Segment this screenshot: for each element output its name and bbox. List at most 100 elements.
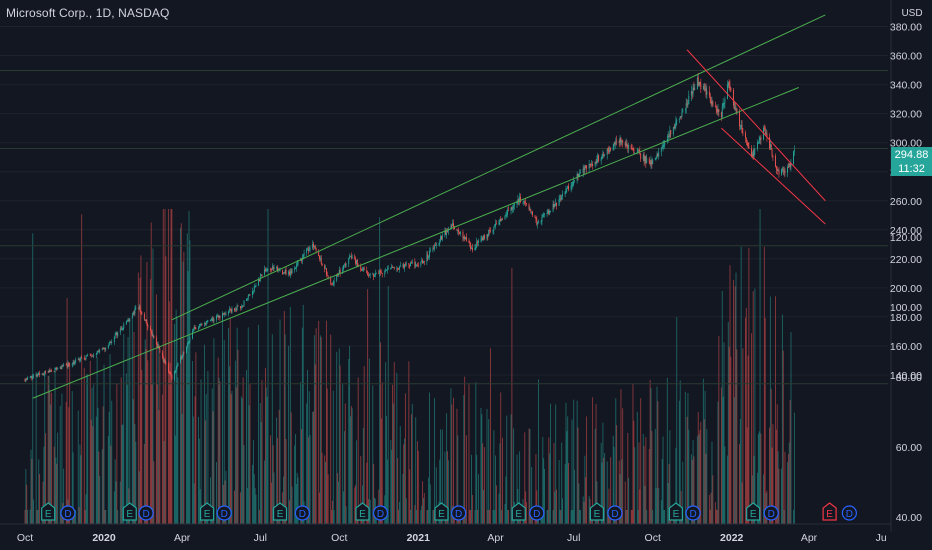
candle-down [718, 109, 720, 112]
candle-up [386, 270, 387, 271]
volume-bar [477, 474, 479, 524]
volume-bar [174, 435, 176, 524]
volume-bar [764, 318, 766, 524]
candle-down [339, 269, 341, 274]
candle-up [685, 103, 687, 109]
volume-bar [511, 267, 513, 524]
candle-up [222, 313, 223, 319]
time-tick-year-label: 2022 [720, 532, 744, 544]
volume-bar [54, 368, 56, 524]
volume-bar [757, 433, 759, 524]
trendlines [32, 14, 826, 399]
volume-bar [338, 348, 340, 524]
volume-bar [501, 437, 503, 524]
candle-up [258, 279, 260, 286]
volume-bar [770, 388, 772, 524]
candle-up [420, 261, 422, 266]
volume-bar [308, 391, 310, 524]
price-tick-label: 140.00 [890, 370, 922, 382]
volume-bar [415, 417, 417, 524]
candle-up [727, 82, 729, 85]
candle-down [230, 309, 232, 313]
candle-up [777, 170, 779, 172]
volume-bar [706, 429, 708, 524]
volume-bar [354, 487, 356, 524]
volume-bar [224, 480, 226, 524]
candle-down [729, 85, 731, 89]
candle-down [789, 163, 791, 167]
volume-bar [101, 449, 103, 524]
candle-down [501, 219, 503, 221]
candle-up [711, 101, 713, 104]
candle-down [155, 338, 157, 345]
candle-up [416, 264, 418, 266]
candle-up [432, 248, 434, 251]
candle-up [531, 211, 533, 213]
price-axis[interactable]: 380.00360.00340.00320.00300.00280.00260.… [890, 22, 922, 524]
candle-up [113, 336, 115, 342]
volume-bar [544, 468, 545, 524]
earnings-badge-shape [41, 502, 56, 521]
volume-bar [171, 209, 173, 524]
volume-bar [574, 469, 576, 524]
volume-bar [633, 420, 635, 524]
candle-up [234, 309, 236, 311]
candle-up [516, 200, 518, 205]
volume-bar [752, 291, 754, 524]
candle-up [452, 223, 454, 226]
candle-up [57, 368, 59, 370]
volume-bar [758, 431, 760, 524]
candle-down [477, 241, 478, 243]
candle-up [606, 148, 608, 155]
candle-up [662, 145, 664, 147]
candle-up [210, 319, 212, 321]
candle-up [663, 144, 665, 146]
volume-bar [103, 364, 105, 524]
currency-label[interactable]: USD [901, 8, 923, 19]
candle-down [610, 148, 612, 150]
volume-bar [135, 441, 137, 524]
candle-up [228, 309, 230, 312]
volume-bar [337, 481, 339, 524]
earnings-badge-label: E [359, 509, 366, 520]
earnings-badge: E [822, 502, 837, 521]
candle-down [746, 141, 748, 143]
candle-up [717, 109, 719, 112]
volume-bar [566, 431, 568, 524]
volume-bar [343, 491, 345, 524]
volume-bar [535, 453, 537, 524]
volume-bar [177, 377, 179, 524]
volume-bar [501, 510, 503, 524]
time-tick-label: Oct [331, 532, 347, 544]
candle-up [570, 185, 572, 190]
candle-down [456, 229, 458, 231]
volume-bar [712, 475, 714, 524]
candle-up [294, 268, 296, 270]
volume-bar [423, 493, 425, 524]
candle-down [553, 204, 555, 207]
candle-down [194, 326, 196, 328]
volume-bar [86, 373, 88, 524]
candle-up [216, 315, 218, 317]
time-tick-label: Jul [254, 532, 267, 544]
time-axis[interactable]: Oct 2020 Apr Jul Oct 2021 Apr Jul Oct 2022 Apr Ju [17, 532, 887, 544]
volume-bar [331, 510, 333, 524]
dividend-badge-circle [60, 505, 76, 521]
earnings-badge: E [589, 502, 604, 521]
dividend-badge-label: D [377, 509, 384, 520]
volume-bar [500, 392, 502, 524]
candle-down [464, 236, 466, 240]
volume-bar [77, 410, 79, 524]
candle-down [282, 270, 284, 274]
volume-bar [246, 487, 248, 524]
volume-bar [562, 498, 564, 524]
candle-up [374, 272, 376, 276]
candle-down [195, 327, 197, 330]
volume-bar [162, 209, 164, 524]
volume-bar [556, 489, 557, 524]
volume-bar [721, 290, 723, 524]
volume-bar [366, 462, 368, 524]
time-tick-year-label: 2020 [92, 532, 116, 544]
candle-down [453, 223, 454, 227]
